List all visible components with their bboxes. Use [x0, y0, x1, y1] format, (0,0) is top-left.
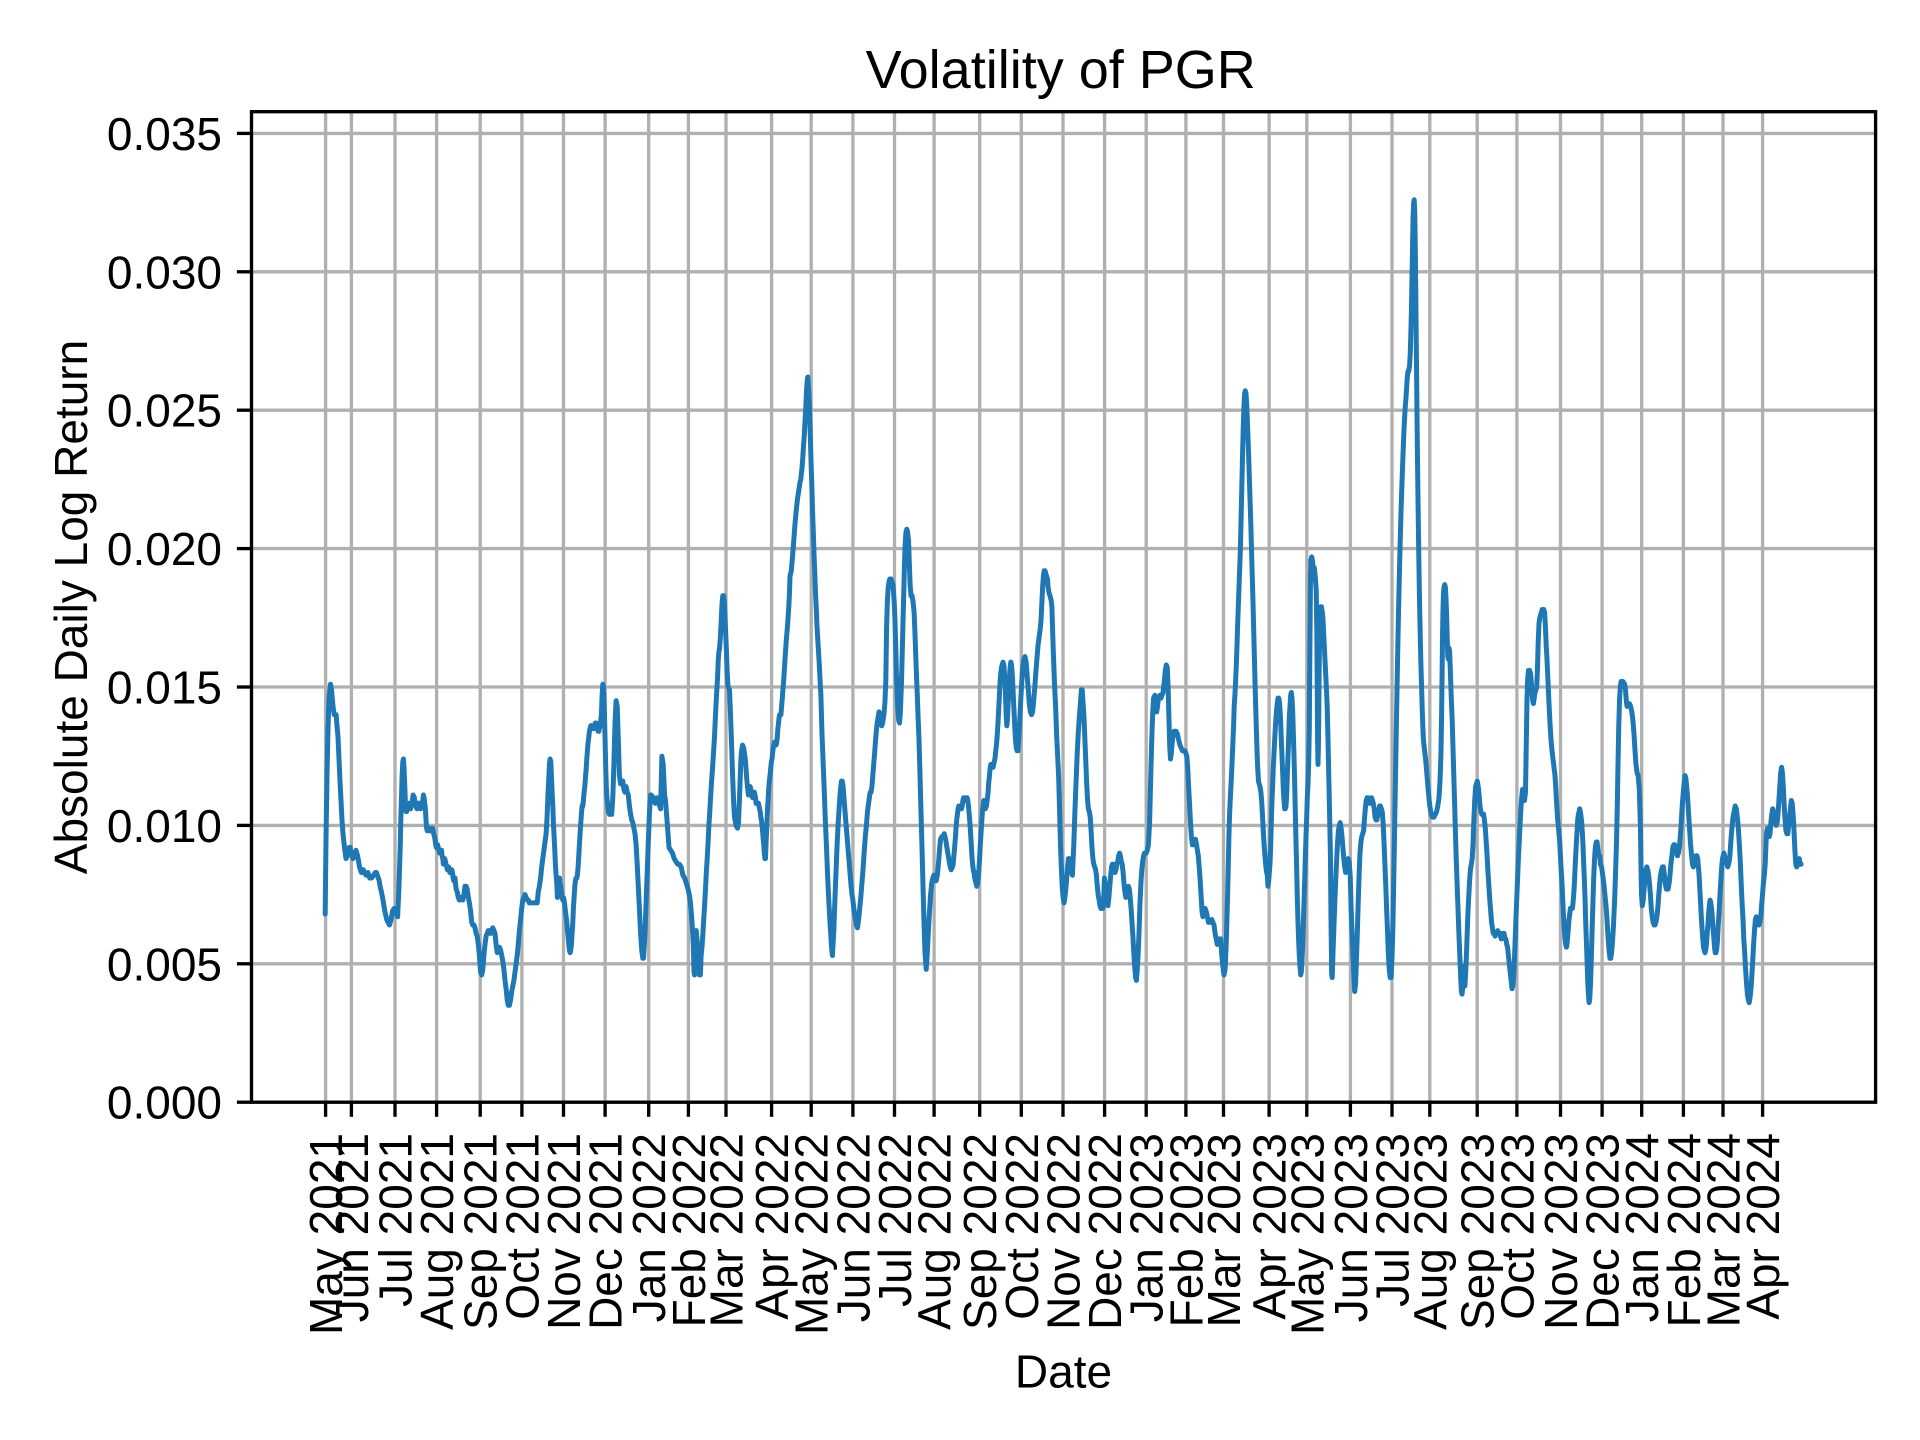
svg-text:Jan 2022: Jan 2022 [623, 1133, 675, 1322]
svg-text:Mar 2023: Mar 2023 [1198, 1133, 1250, 1327]
svg-text:Jun 2023: Jun 2023 [1325, 1133, 1377, 1322]
svg-text:Jun 2021: Jun 2021 [326, 1133, 378, 1322]
svg-text:Sep 2021: Sep 2021 [455, 1133, 507, 1330]
svg-text:0.000: 0.000 [107, 1077, 222, 1129]
svg-text:Nov 2021: Nov 2021 [538, 1133, 590, 1330]
svg-text:Sep 2022: Sep 2022 [954, 1133, 1006, 1330]
svg-text:Jan 2023: Jan 2023 [1121, 1133, 1173, 1322]
svg-text:May 2023: May 2023 [1281, 1133, 1333, 1335]
svg-text:May 2022: May 2022 [786, 1133, 838, 1335]
svg-text:Aug 2022: Aug 2022 [909, 1133, 961, 1330]
svg-text:Oct 2023: Oct 2023 [1491, 1133, 1543, 1320]
svg-text:Volatility of PGR: Volatility of PGR [866, 40, 1256, 100]
svg-text:0.005: 0.005 [107, 938, 222, 990]
svg-text:0.035: 0.035 [107, 108, 222, 160]
svg-text:Sep 2023: Sep 2023 [1452, 1133, 1504, 1330]
svg-text:Apr 2022: Apr 2022 [746, 1133, 798, 1320]
svg-text:Date: Date [1015, 1346, 1112, 1398]
svg-text:Feb 2024: Feb 2024 [1658, 1133, 1710, 1327]
svg-text:Nov 2022: Nov 2022 [1038, 1133, 1090, 1330]
svg-text:Aug 2021: Aug 2021 [411, 1133, 463, 1330]
svg-text:0.030: 0.030 [107, 246, 222, 298]
svg-text:Apr 2024: Apr 2024 [1737, 1133, 1789, 1320]
svg-text:Feb 2023: Feb 2023 [1160, 1133, 1212, 1327]
svg-text:Dec 2022: Dec 2022 [1079, 1133, 1131, 1330]
svg-text:Apr 2023: Apr 2023 [1244, 1133, 1296, 1320]
svg-text:0.010: 0.010 [107, 800, 222, 852]
svg-text:Jul 2022: Jul 2022 [869, 1133, 921, 1307]
svg-text:Jan 2024: Jan 2024 [1616, 1133, 1668, 1322]
svg-text:0.025: 0.025 [107, 385, 222, 437]
svg-text:Nov 2023: Nov 2023 [1535, 1133, 1587, 1330]
svg-text:Jul 2021: Jul 2021 [370, 1133, 422, 1307]
svg-text:Aug 2023: Aug 2023 [1404, 1133, 1456, 1330]
svg-text:Jun 2022: Jun 2022 [827, 1133, 879, 1322]
svg-text:Oct 2022: Oct 2022 [996, 1133, 1048, 1320]
svg-text:Feb 2022: Feb 2022 [663, 1133, 715, 1327]
svg-text:0.015: 0.015 [107, 662, 222, 714]
svg-text:Jul 2023: Jul 2023 [1367, 1133, 1419, 1307]
svg-text:Absolute Daily Log Return: Absolute Daily Log Return [45, 340, 97, 874]
svg-text:Mar 2024: Mar 2024 [1698, 1133, 1750, 1327]
svg-text:Dec 2023: Dec 2023 [1577, 1133, 1629, 1330]
svg-text:May 2021: May 2021 [300, 1133, 352, 1335]
svg-text:Oct 2021: Oct 2021 [496, 1133, 548, 1320]
svg-text:Dec 2021: Dec 2021 [580, 1133, 632, 1330]
svg-text:0.020: 0.020 [107, 523, 222, 575]
svg-text:Mar 2022: Mar 2022 [701, 1133, 753, 1327]
